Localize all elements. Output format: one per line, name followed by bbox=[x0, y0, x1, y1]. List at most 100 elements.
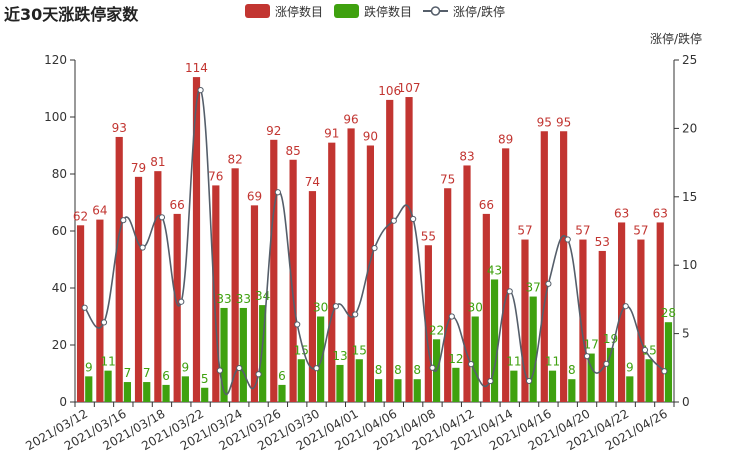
bar-label-limit-up: 107 bbox=[398, 81, 421, 95]
bar-label-limit-up: 66 bbox=[479, 198, 494, 212]
bar-label-limit-up: 57 bbox=[517, 224, 532, 238]
bar-limit-up bbox=[96, 219, 104, 402]
bar-limit-down bbox=[143, 382, 151, 402]
ratio-point bbox=[255, 371, 262, 378]
bar-label-limit-down: 6 bbox=[162, 369, 170, 383]
bar-limit-down bbox=[664, 322, 673, 402]
bar-label-limit-up: 57 bbox=[575, 224, 590, 238]
bar-limit-down bbox=[587, 353, 595, 402]
bar-label-limit-down: 34 bbox=[255, 289, 270, 303]
bar-label-limit-down: 15 bbox=[352, 343, 367, 357]
bar-limit-down bbox=[375, 379, 383, 402]
bar-label-limit-down: 9 bbox=[182, 360, 190, 374]
legend-swatch-limit-up bbox=[245, 4, 270, 18]
bar-limit-down bbox=[394, 379, 402, 402]
bar-label-limit-up: 90 bbox=[363, 130, 378, 144]
left-axis-tick-label: 100 bbox=[44, 110, 67, 124]
bar-label-limit-up: 114 bbox=[185, 61, 208, 75]
bar-label-limit-up: 79 bbox=[131, 161, 146, 175]
bar-limit-up bbox=[115, 136, 123, 402]
bar-label-limit-down: 9 bbox=[85, 360, 93, 374]
right-axis-tick-label: 10 bbox=[682, 258, 697, 272]
left-axis-tick-label: 40 bbox=[52, 281, 67, 295]
left-axis-tick-label: 60 bbox=[52, 224, 67, 238]
bar-label-limit-up: 74 bbox=[305, 175, 320, 189]
bar-label-limit-down: 8 bbox=[375, 363, 383, 377]
bar-label-limit-up: 75 bbox=[440, 172, 455, 186]
ratio-point bbox=[525, 377, 533, 385]
bar-label-limit-up: 95 bbox=[556, 115, 571, 129]
bar-limit-up bbox=[463, 165, 471, 402]
bar-label-limit-up: 106 bbox=[378, 84, 401, 98]
bar-label-limit-up: 81 bbox=[150, 155, 165, 169]
legend-item-limit-up[interactable]: 涨停数目 bbox=[245, 4, 323, 19]
bar-label-limit-down: 12 bbox=[448, 352, 463, 366]
ratio-point bbox=[390, 217, 397, 224]
ratio-point bbox=[487, 377, 494, 385]
ratio-point bbox=[274, 189, 281, 196]
ratio-point bbox=[236, 364, 243, 372]
bar-limit-down bbox=[355, 359, 363, 402]
bar-limit-up bbox=[250, 205, 259, 402]
legend-item-limit-down[interactable]: 跌停数目 bbox=[334, 4, 412, 19]
bar-limit-down bbox=[529, 296, 537, 402]
bar-limit-down bbox=[239, 307, 247, 402]
chart-title: 近30天涨跌停家数 bbox=[4, 5, 139, 24]
bar-limit-up bbox=[424, 245, 432, 402]
bar-limit-up bbox=[231, 168, 239, 402]
bar-label-limit-up: 62 bbox=[73, 209, 88, 223]
bar-limit-up bbox=[134, 176, 143, 402]
bar-label-limit-down: 7 bbox=[124, 366, 132, 380]
ratio-point bbox=[603, 360, 610, 367]
bar-limit-down bbox=[104, 370, 112, 402]
left-axis-tick-label: 120 bbox=[44, 53, 67, 67]
bar-label-limit-down: 9 bbox=[626, 360, 634, 374]
ratio-point bbox=[622, 303, 629, 310]
right-axis-tick-label: 20 bbox=[682, 121, 697, 135]
bar-label-limit-down: 5 bbox=[201, 372, 209, 386]
right-axis-tick-label: 15 bbox=[682, 190, 697, 204]
ratio-point bbox=[410, 215, 417, 223]
bar-label-limit-down: 33 bbox=[216, 292, 231, 306]
bar-limit-down bbox=[278, 384, 286, 402]
bar-limit-down bbox=[85, 376, 93, 402]
bar-label-limit-up: 85 bbox=[285, 144, 300, 158]
legend: 涨停数目 跌停数目 涨停/跌停 bbox=[245, 4, 505, 19]
bar-label-limit-down: 11 bbox=[506, 355, 521, 369]
bar-limit-up bbox=[521, 239, 529, 402]
ratio-point bbox=[583, 353, 591, 360]
bar-label-limit-down: 6 bbox=[278, 369, 286, 383]
bar-limit-down bbox=[471, 316, 479, 402]
bar-limit-up bbox=[579, 239, 587, 402]
ratio-point bbox=[197, 86, 204, 94]
bar-label-limit-up: 89 bbox=[498, 132, 513, 146]
ratio-point bbox=[294, 321, 301, 328]
legend-label-limit-up: 涨停数目 bbox=[275, 4, 323, 19]
right-axis-name: 涨停/跌停 bbox=[650, 31, 702, 46]
legend-item-ratio[interactable]: 涨停/跌停 bbox=[423, 4, 505, 19]
bar-limit-up bbox=[347, 128, 355, 402]
bar-limit-up bbox=[405, 97, 413, 403]
ratio-point bbox=[429, 364, 436, 371]
bar-limit-down bbox=[606, 347, 615, 402]
bar-label-limit-down: 11 bbox=[100, 355, 115, 369]
bar-label-limit-down: 17 bbox=[584, 338, 599, 352]
bar-label-limit-up: 63 bbox=[653, 206, 668, 220]
left-axis-tick-label: 80 bbox=[52, 167, 67, 181]
right-axis-tick-label: 25 bbox=[682, 53, 697, 67]
ratio-point bbox=[216, 367, 224, 374]
bar-label-limit-up: 57 bbox=[633, 224, 648, 238]
bar-label-limit-down: 22 bbox=[429, 323, 444, 337]
bar-limit-up bbox=[76, 225, 85, 402]
ratio-point bbox=[158, 214, 166, 221]
legend-label-limit-down: 跌停数目 bbox=[364, 4, 412, 19]
bar-limit-down bbox=[548, 370, 557, 402]
bar-label-limit-down: 8 bbox=[568, 363, 576, 377]
bar-limit-up bbox=[308, 191, 317, 402]
bar-label-limit-up: 69 bbox=[247, 189, 262, 203]
bar-limit-up bbox=[482, 213, 490, 402]
bar-limit-up bbox=[173, 213, 181, 402]
bar-label-limit-down: 30 bbox=[468, 301, 483, 315]
bar-limit-up bbox=[154, 171, 162, 402]
